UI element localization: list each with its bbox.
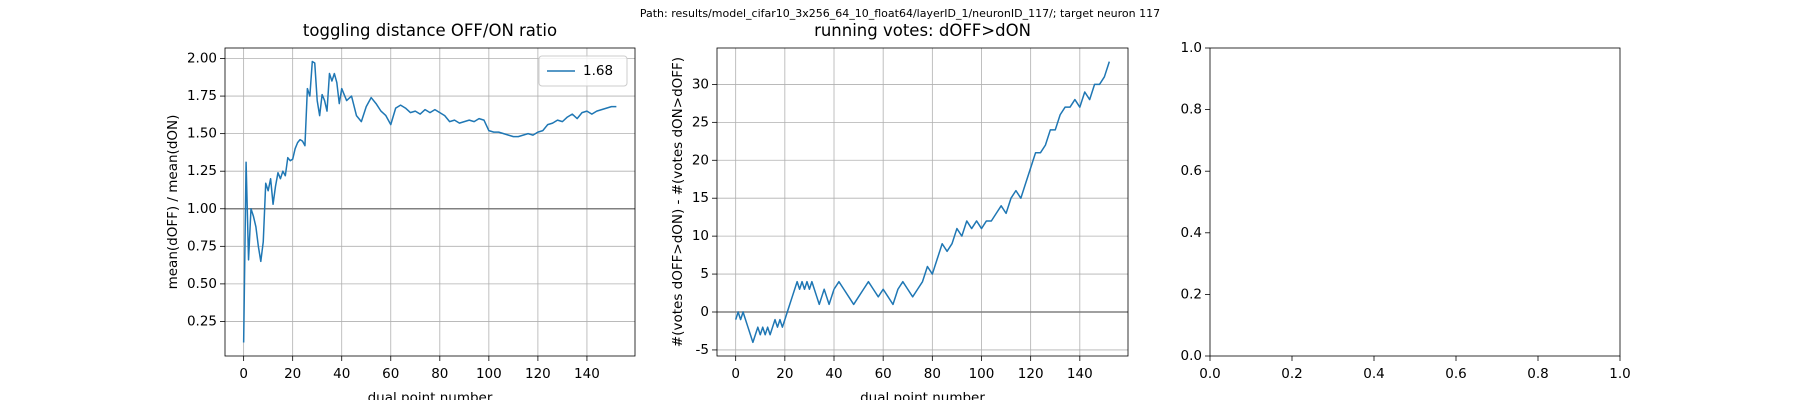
y-axis-label: #(votes dOFF>dON) - #(votes dON>dOFF)	[670, 57, 686, 347]
y-tick-label: 30	[692, 76, 709, 92]
x-tick-label: 0	[239, 366, 248, 382]
legend-box	[538, 55, 628, 87]
y-tick-label: 1.0	[1181, 40, 1202, 56]
axes-frame	[224, 47, 636, 357]
y-tick-label: 10	[692, 228, 709, 244]
y-tick-label: 0	[700, 304, 709, 320]
y-tick-label: 1.75	[187, 88, 217, 104]
x-tick-label: 0.2	[1281, 366, 1302, 382]
figure-title: Path: results/model_cifar10_3x256_64_10_…	[640, 7, 1160, 20]
legend-label: 1.68	[583, 63, 613, 79]
y-tick-label: 1.25	[187, 163, 217, 179]
x-tick-label: 120	[1018, 366, 1044, 382]
x-tick-label: 20	[776, 366, 793, 382]
y-tick-label: 2.00	[187, 51, 217, 67]
x-tick-label: 1.0	[1609, 366, 1630, 382]
x-tick-label: 80	[431, 366, 448, 382]
y-tick-label: 0.2	[1181, 286, 1202, 302]
x-tick-label: 60	[875, 366, 892, 382]
axes-frame	[1209, 47, 1621, 357]
x-tick-label: 0.8	[1527, 366, 1548, 382]
x-tick-label: 100	[476, 366, 502, 382]
data-line	[242, 60, 617, 343]
y-tick-label: 0.4	[1181, 225, 1202, 241]
y-tick-label: 15	[692, 190, 709, 206]
y-tick-label: -5	[696, 342, 709, 358]
y-tick-label: 0.6	[1181, 163, 1202, 179]
data-line	[734, 61, 1111, 344]
x-tick-label: 80	[924, 366, 941, 382]
axes-title: toggling distance OFF/ON ratio	[303, 21, 557, 40]
x-tick-label: 0.0	[1199, 366, 1220, 382]
y-tick-label: 5	[700, 266, 709, 282]
y-axis-label: mean(dOFF) / mean(dON)	[165, 115, 181, 290]
y-tick-label: 0.8	[1181, 102, 1202, 118]
y-tick-label: 0.25	[187, 313, 217, 329]
x-tick-label: 0	[731, 366, 740, 382]
x-tick-label: 140	[1067, 366, 1093, 382]
x-tick-label: 60	[382, 366, 399, 382]
axes-title: running votes: dOFF>dON	[814, 21, 1031, 40]
y-tick-label: 25	[692, 114, 709, 130]
x-tick-label: 40	[825, 366, 842, 382]
x-tick-label: 20	[284, 366, 301, 382]
y-tick-label: 20	[692, 152, 709, 168]
axes: 0.0 0.2 0.4 0.6 0.8 1.0 0.0 0.2 0.4 0.6 0.8 1.0	[1181, 40, 1631, 382]
y-tick-label: 1.50	[187, 126, 217, 142]
x-axis-label: dual point number	[368, 390, 493, 400]
x-tick-label: 120	[525, 366, 551, 382]
y-tick-label: 1.00	[187, 201, 217, 217]
axes: 0 20 40 60 80 100 120 140 0.25 0.50 0.75 1.00 1.25 1.…	[165, 21, 636, 400]
x-tick-label: 140	[574, 366, 600, 382]
x-tick-label: 0.4	[1363, 366, 1384, 382]
y-tick-label: 0.0	[1181, 348, 1202, 364]
x-tick-label: 0.6	[1445, 366, 1466, 382]
axes: 0 20 40 60 80 100 120 140 -5 0 5 10 15 20 25 30 running …	[670, 21, 1129, 400]
x-tick-label: 100	[969, 366, 995, 382]
x-tick-label: 40	[333, 366, 350, 382]
x-axis-label: dual point number	[860, 390, 985, 400]
y-tick-label: 0.75	[187, 238, 217, 254]
axes-frame	[716, 47, 1129, 357]
y-tick-label: 0.50	[187, 276, 217, 292]
